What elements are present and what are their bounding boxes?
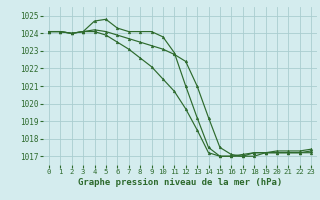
X-axis label: Graphe pression niveau de la mer (hPa): Graphe pression niveau de la mer (hPa) bbox=[78, 178, 282, 187]
